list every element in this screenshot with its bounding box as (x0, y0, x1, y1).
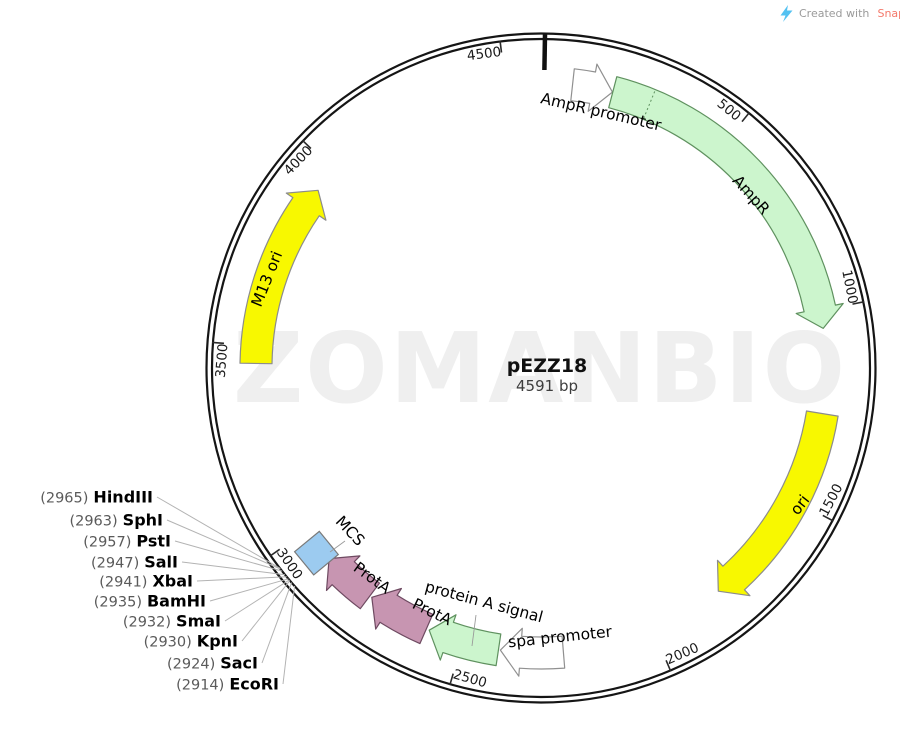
enzyme-name[interactable]: HindIII (93, 488, 153, 507)
enzyme-leader-lines (156, 496, 296, 685)
enzyme-cut-position: (2914) (176, 678, 224, 694)
plasmid-name: pEZZ18 (507, 355, 588, 377)
tick-label: 4500 (466, 44, 502, 64)
tick-mark (665, 659, 672, 672)
enzyme-leader-line (181, 561, 286, 576)
tick-mark (211, 341, 225, 345)
enzyme-cut-position: (2924) (167, 657, 215, 673)
feature-spa-promoter[interactable] (499, 627, 566, 677)
label-leader-line (471, 614, 477, 647)
enzyme-cut-position: (2930) (144, 635, 192, 651)
backbone-ring-outer (205, 32, 877, 704)
enzyme-name[interactable]: BamHI (147, 592, 206, 611)
tick-mark (852, 300, 865, 305)
enzyme-leader-line (166, 519, 281, 570)
enzyme-label-ecori[interactable]: (2914) EcoRI (176, 675, 279, 694)
enzyme-label-sali[interactable]: (2947) SalI (91, 553, 178, 572)
enzyme-leader-line (196, 576, 287, 582)
enzyme-label-bamhi[interactable]: (2935) BamHI (94, 592, 206, 611)
enzyme-leader-line (241, 580, 291, 642)
tick-mark (499, 40, 503, 53)
label-leader-line (329, 540, 346, 553)
enzyme-label-sphi[interactable]: (2963) SphI (69, 511, 163, 530)
origin-position-tick (542, 34, 548, 71)
tick-label: 500 (714, 96, 744, 125)
enzyme-cut-position: (2932) (123, 615, 171, 631)
tick-mark (449, 673, 454, 686)
feature-prota[interactable] (371, 587, 434, 645)
feature-ori[interactable] (716, 410, 839, 597)
enzyme-label-saci[interactable]: (2924) SacI (167, 654, 258, 673)
enzyme-leader-line (224, 579, 290, 622)
enzyme-cut-position: (2935) (94, 595, 142, 611)
feature-ampr[interactable] (608, 76, 844, 329)
enzyme-cut-position: (2947) (91, 556, 139, 572)
feature-mcs[interactable] (293, 530, 340, 576)
tick-mark (822, 514, 834, 522)
enzyme-leader-line (174, 540, 283, 572)
enzyme-name[interactable]: EcoRI (229, 675, 279, 694)
enzyme-leader-line (282, 585, 296, 685)
attribution-text: Created with Snap Gene® (799, 2, 900, 21)
tick-mark (269, 548, 281, 557)
enzyme-cut-position: (2957) (83, 535, 131, 551)
enzyme-leader-line (261, 582, 293, 664)
enzyme-name[interactable]: SphI (123, 511, 163, 530)
enzyme-leader-line (209, 578, 289, 602)
enzyme-name[interactable]: PstI (136, 532, 171, 551)
watermark-text: ZOMANBIO (233, 312, 847, 425)
signal-boundary-divider (643, 90, 656, 119)
enzyme-label-hindiii[interactable]: (2965) HindIII (40, 488, 153, 507)
enzyme-label-smai[interactable]: (2932) SmaI (123, 612, 221, 631)
attribution-brand-snap: Snap (877, 7, 900, 20)
feature-label-mcs[interactable]: MCS (332, 512, 368, 549)
feature-prota[interactable] (325, 555, 381, 610)
backbone-ring-inner (210, 37, 872, 699)
tick-mark (301, 139, 312, 150)
enzyme-label-kpni[interactable]: (2930) KpnI (144, 632, 238, 651)
enzyme-name[interactable]: SmaI (176, 612, 221, 631)
tick-mark (741, 111, 751, 123)
enzyme-name[interactable]: KpnI (197, 632, 238, 651)
plasmid-size: 4591 bp (516, 377, 578, 395)
enzyme-cut-position: (2963) (69, 514, 117, 530)
feature-m13-ori[interactable] (239, 189, 327, 365)
enzyme-name[interactable]: XbaI (152, 572, 193, 591)
tick-label: 2500 (451, 666, 488, 691)
label-leader-lines (329, 540, 477, 647)
enzyme-name[interactable]: SalI (144, 553, 178, 572)
feature-arrows (239, 63, 844, 677)
enzyme-list: (2965) HindIII (2963) SphI (2957) PstI (2947) S… (40, 488, 279, 694)
tick-label: 1000 (838, 268, 861, 305)
enzyme-cut-position: (2941) (99, 575, 147, 591)
tick-label: 3500 (213, 343, 232, 379)
attribution: Created with Snap Gene® (780, 2, 900, 22)
feature-ampr-promoter[interactable] (570, 63, 613, 112)
enzyme-name[interactable]: SacI (220, 654, 258, 673)
snapgene-logo-icon (780, 5, 793, 22)
enzyme-leader-line (156, 496, 281, 569)
enzyme-label-xbai[interactable]: (2941) XbaI (99, 572, 193, 591)
plasmid-backbone (205, 32, 877, 704)
feature-protein-a-signal[interactable] (428, 614, 502, 667)
enzyme-cut-position: (2965) (40, 491, 88, 507)
enzyme-label-psti[interactable]: (2957) PstI (83, 532, 171, 551)
attribution-prefix: Created with (799, 7, 869, 20)
